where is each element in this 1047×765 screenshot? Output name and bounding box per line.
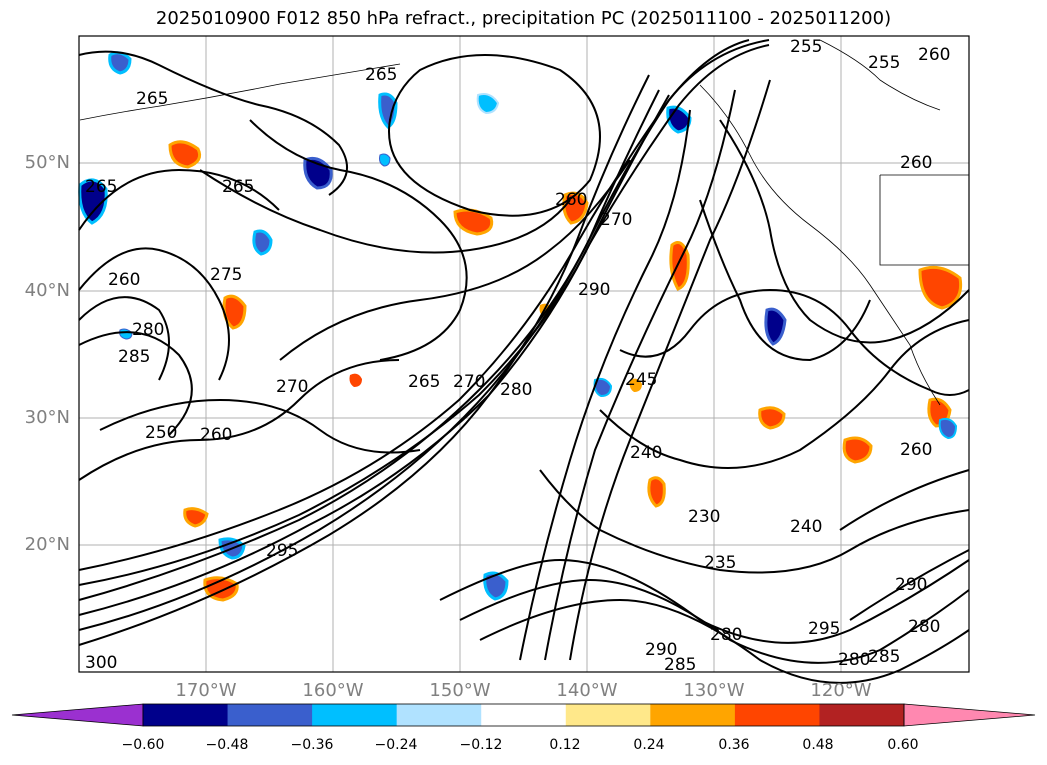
colorbar-tick-label: −0.36 [290, 737, 334, 753]
contour-label: 285 [868, 647, 900, 667]
map-border [78, 35, 970, 673]
contour-label: 265 [408, 372, 440, 392]
contour-label: 240 [790, 517, 822, 537]
contour-label: 295 [266, 541, 298, 561]
colorbar-swatch [143, 704, 229, 726]
contour-label: 260 [200, 425, 232, 445]
colorbar-extend-high [903, 703, 1036, 727]
contour-label: 280 [132, 320, 164, 340]
precipitation-shading [78, 51, 963, 602]
colorbar-tick-label: −0.12 [459, 737, 503, 753]
contour-label: 255 [790, 37, 822, 57]
contour-label: 260 [108, 270, 140, 290]
colorbar-swatch [819, 704, 905, 726]
lat-label-40n: 40°N [24, 280, 70, 301]
contour-label: 270 [453, 372, 485, 392]
contour-label: 285 [664, 655, 696, 675]
contour-label: 245 [625, 370, 657, 390]
contour-label: 260 [918, 45, 950, 65]
lon-label-160w: 160°W [302, 680, 364, 701]
contour-label: 230 [688, 507, 720, 527]
lat-label-50n: 50°N [24, 152, 70, 173]
colorbar-swatch [734, 704, 820, 726]
lat-label-20n: 20°N [24, 534, 70, 555]
colorbar-tick-label: 0.60 [887, 737, 919, 753]
contour-labels: 255 255 260 265 265 265 265 260 260 270 … [85, 37, 950, 675]
lon-label-120w: 120°W [810, 680, 872, 701]
contour-label: 260 [900, 153, 932, 173]
colorbar [11, 703, 1036, 727]
contour-label: 295 [808, 619, 840, 639]
lat-label-30n: 30°N [24, 407, 70, 428]
contour-label: 255 [868, 53, 900, 73]
gridlines [79, 36, 969, 672]
lon-label-140w: 140°W [556, 680, 618, 701]
contour-label: 265 [222, 177, 254, 197]
contour-label: 280 [710, 625, 742, 645]
colorbar-swatch [565, 704, 651, 726]
contour-label: 265 [136, 89, 168, 109]
contour-label: 265 [365, 65, 397, 85]
contour-label: 240 [630, 443, 662, 463]
contour-label: 260 [555, 190, 587, 210]
colorbar-tick-label: 0.12 [549, 737, 581, 753]
contour-label: 260 [900, 440, 932, 460]
contour-label: 290 [895, 575, 927, 595]
colorbar-swatch [481, 704, 567, 726]
contour-label: 280 [908, 617, 940, 637]
contour-label: 270 [276, 377, 308, 397]
map-title: 2025010900 F012 850 hPa refract., precip… [155, 8, 892, 29]
colorbar-swatch [312, 704, 398, 726]
colorbar-tick-label: −0.60 [121, 737, 165, 753]
contour-label: 285 [118, 347, 150, 367]
colorbar-swatch [396, 704, 482, 726]
contour-label: 275 [210, 265, 242, 285]
colorbar-tick-label: −0.24 [374, 737, 418, 753]
contour-label: 290 [645, 640, 677, 660]
contour-label: 290 [578, 280, 610, 300]
contour-label: 280 [838, 650, 870, 670]
colorbar-tick-label: −0.48 [205, 737, 249, 753]
colorbar-border [142, 703, 905, 727]
lon-label-170w: 170°W [175, 680, 237, 701]
colorbar-swatch [650, 704, 736, 726]
lon-label-130w: 130°W [683, 680, 745, 701]
colorbar-swatch [227, 704, 313, 726]
refractivity-contours [78, 39, 970, 684]
contour-label: 270 [600, 210, 632, 230]
colorbar-tick-label: 0.24 [633, 737, 665, 753]
contour-label: 300 [85, 653, 117, 673]
contour-label: 280 [500, 380, 532, 400]
colorbar-tick-label: 0.36 [718, 737, 750, 753]
contour-label: 250 [145, 423, 177, 443]
colorbar-tick-label: 0.48 [802, 737, 834, 753]
colorbar-extend-low [11, 703, 144, 727]
lon-label-150w: 150°W [429, 680, 491, 701]
contour-label: 265 [85, 177, 117, 197]
contour-label: 235 [704, 553, 736, 573]
